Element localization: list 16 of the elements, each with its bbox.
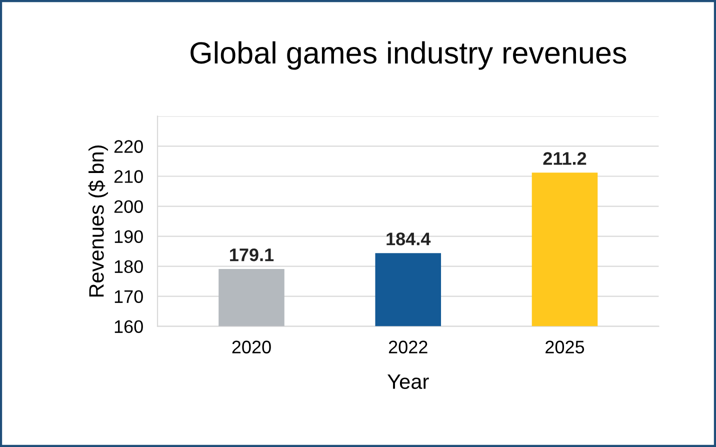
y-tick-label: 160	[114, 320, 143, 334]
data-label: 211.2	[543, 152, 586, 165]
x-tick-label: 2022	[388, 340, 428, 354]
x-tick-label: 2025	[546, 340, 584, 354]
y-axis-title: Revenues ($ bn)	[88, 146, 108, 297]
y-tick-label: 180	[114, 260, 143, 274]
x-tick-label: 2020	[232, 340, 271, 354]
data-label: 179.1	[230, 248, 274, 262]
y-tick-label: 190	[114, 230, 143, 243]
y-tick-label: 220	[114, 140, 143, 153]
y-tick-label: 200	[114, 200, 143, 213]
y-tick-label: 170	[114, 290, 143, 304]
x-axis-title: Year	[388, 374, 429, 389]
chart-title: Global games industry revenues	[190, 41, 626, 70]
y-tick-label: 210	[114, 170, 143, 183]
data-label: 184.4	[386, 232, 431, 246]
